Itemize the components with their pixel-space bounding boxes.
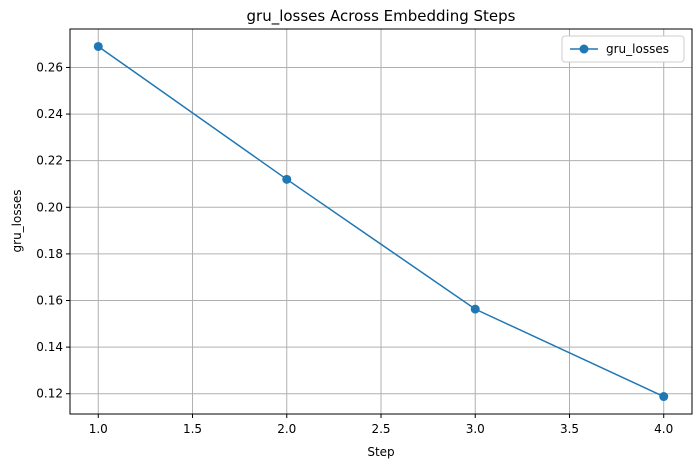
ticks: 1.0 1.5 2.0 2.5 3.0 3.5 4.0 0.12 0.14 0.16 0.18 0.2… (36, 60, 673, 436)
data-point (470, 304, 480, 314)
y-axis-label: gru_losses (10, 190, 24, 253)
legend-point-marker (579, 44, 589, 54)
x-tick-label: 4.0 (654, 422, 673, 436)
y-tick-label: 0.24 (36, 107, 63, 121)
x-tick-label: 3.5 (560, 422, 579, 436)
x-tick-label: 2.0 (277, 422, 296, 436)
grid (70, 29, 692, 414)
x-axis-label: Step (367, 445, 394, 459)
x-tick-label: 1.5 (183, 422, 202, 436)
data-point (282, 174, 292, 184)
series-layer (93, 41, 669, 402)
y-tick-label: 0.20 (36, 200, 63, 214)
y-tick-label: 0.18 (36, 247, 63, 261)
legend: gru_losses (561, 35, 685, 63)
x-tick-label: 1.0 (89, 422, 108, 436)
y-tick-label: 0.22 (36, 154, 63, 168)
x-tick-label: 3.0 (466, 422, 485, 436)
y-tick-label: 0.26 (36, 60, 63, 74)
legend-label: gru_losses (606, 42, 669, 56)
y-tick-label: 0.16 (36, 294, 63, 308)
series-line-gru_losses (97, 45, 665, 398)
data-point (93, 41, 103, 51)
chart-title: gru_losses Across Embedding Steps (247, 7, 516, 26)
legend-box (561, 35, 685, 63)
y-tick-label: 0.14 (36, 340, 63, 354)
y-tick-label: 0.12 (36, 387, 63, 401)
x-tick-label: 2.5 (371, 422, 390, 436)
data-point (659, 392, 669, 402)
